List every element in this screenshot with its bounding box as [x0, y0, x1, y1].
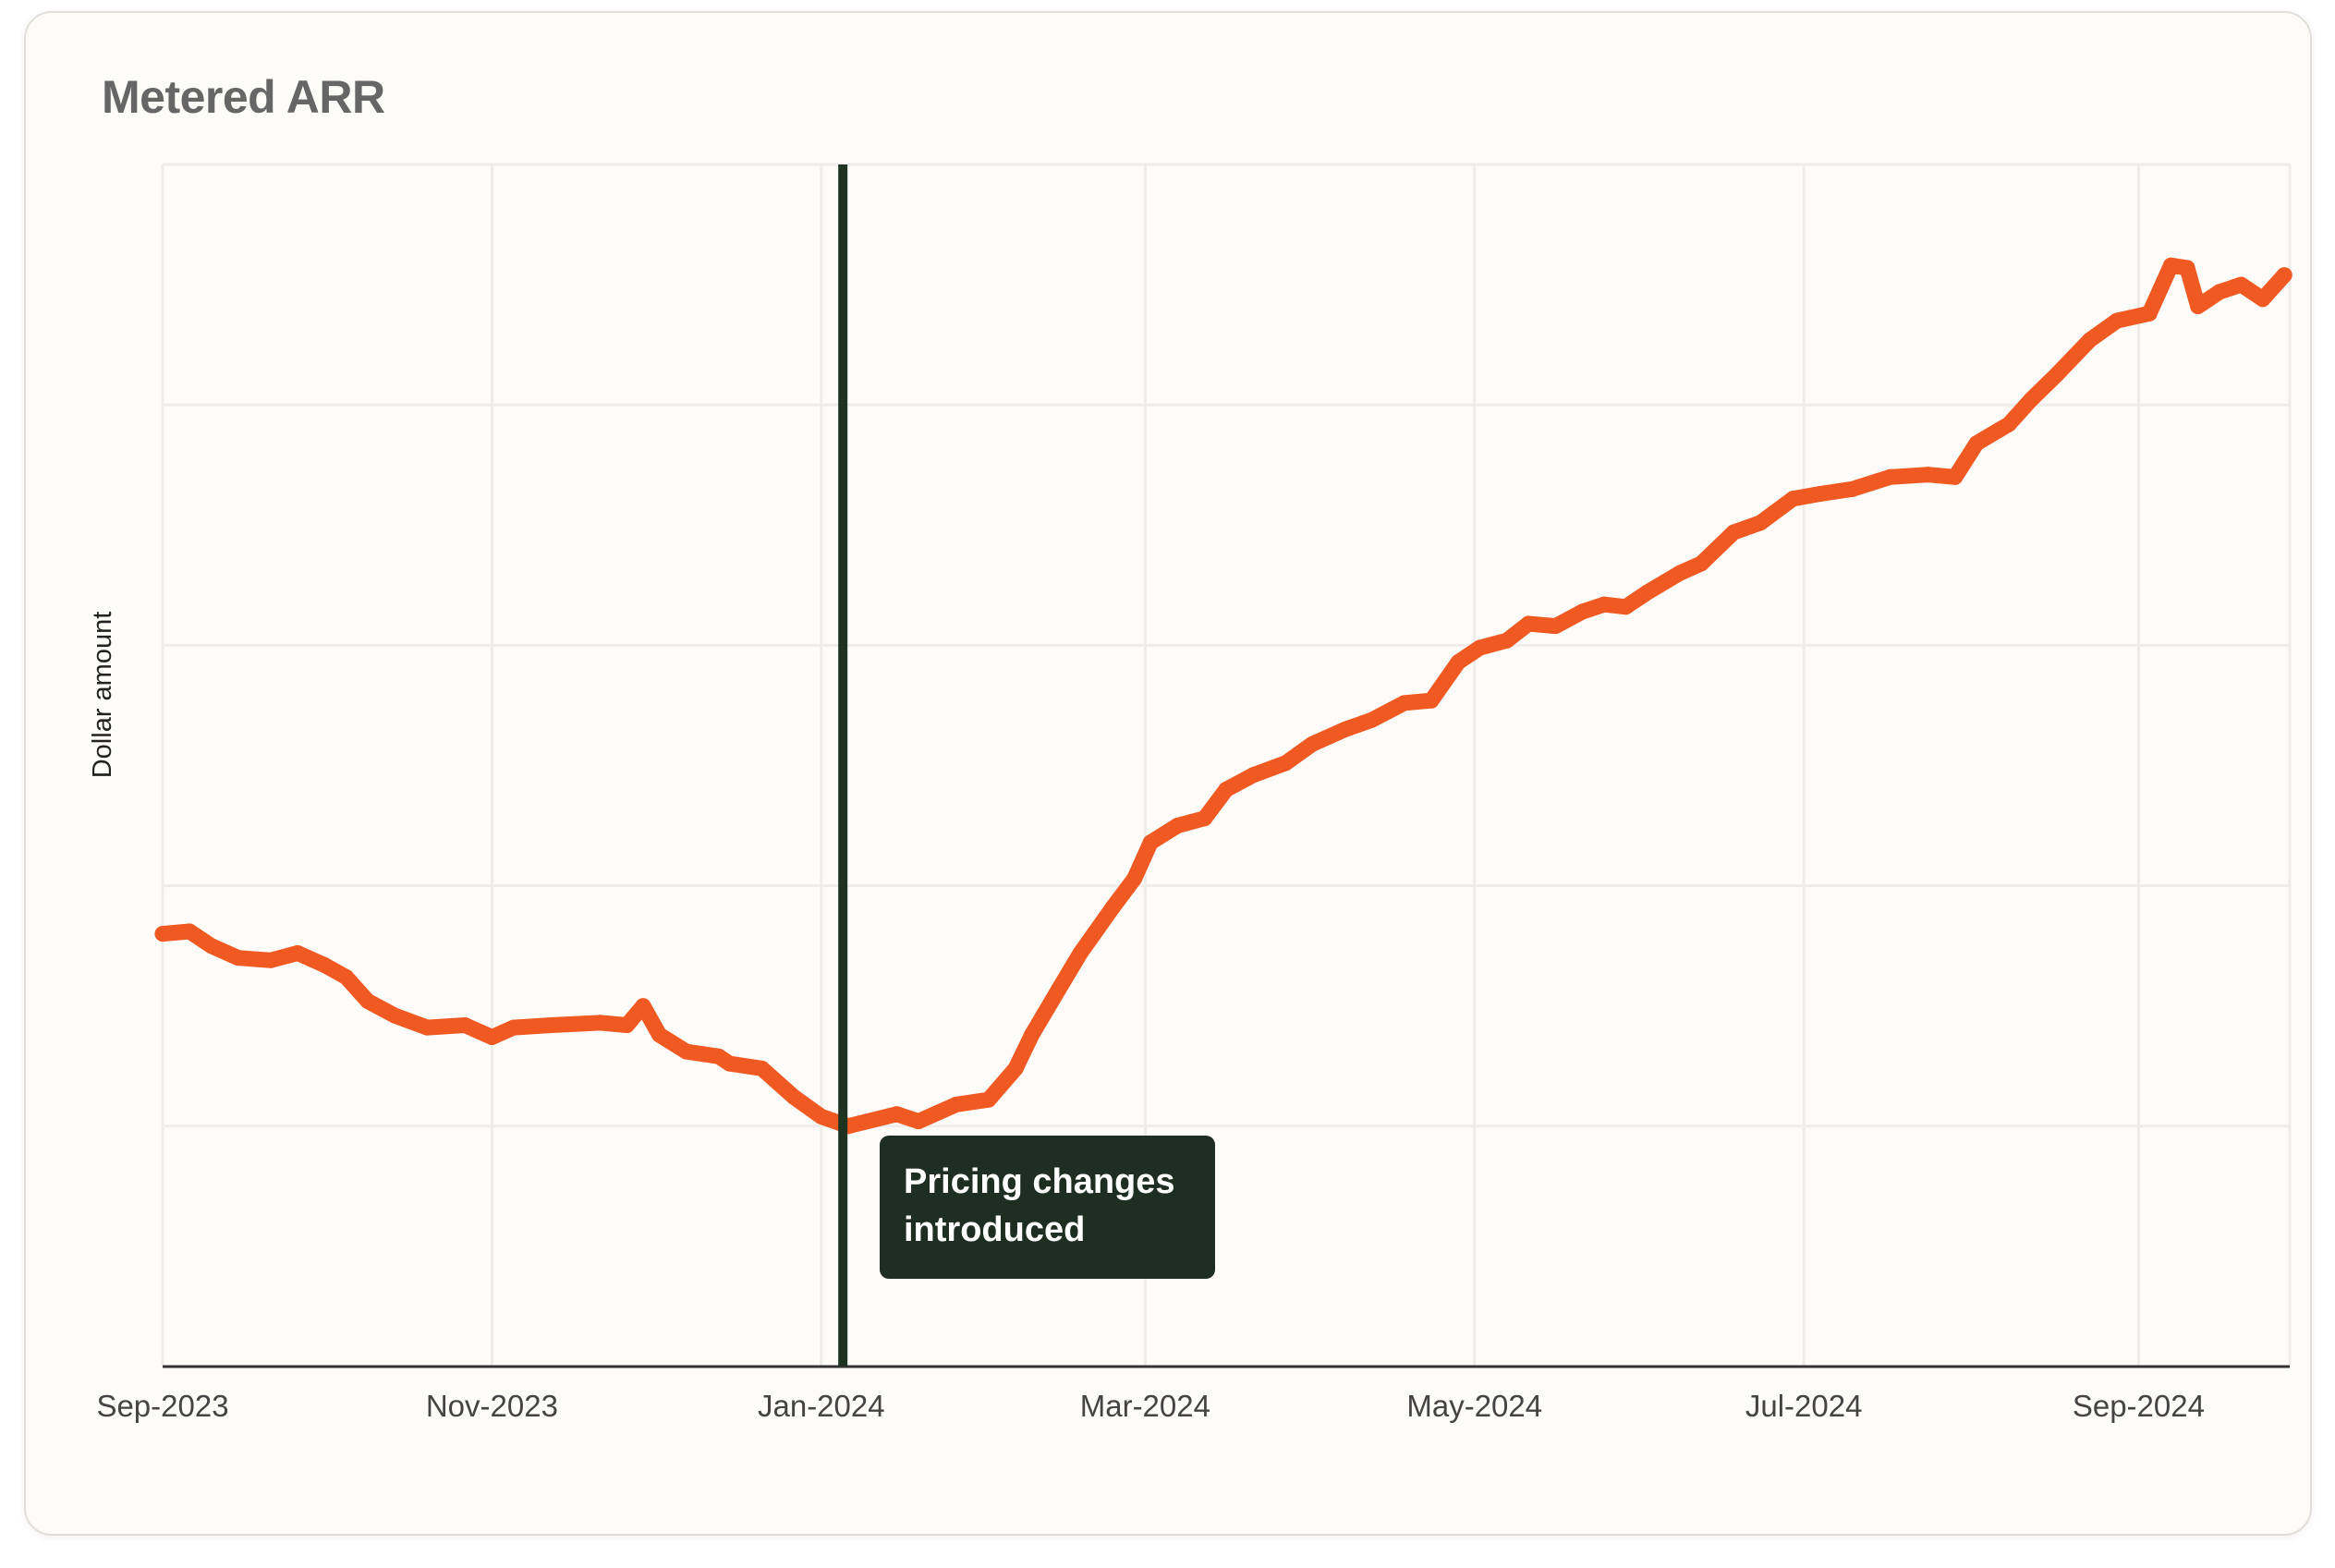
data-point [1882, 468, 1899, 485]
data-point [1844, 480, 1861, 497]
data-point [651, 1027, 668, 1043]
data-point [289, 944, 306, 961]
data-point [754, 1060, 771, 1076]
data-point [483, 1029, 500, 1046]
data-point [203, 938, 220, 954]
data-point [2276, 267, 2292, 284]
data-point [505, 1019, 522, 1036]
data-point [980, 1091, 997, 1108]
data-point [262, 952, 279, 968]
data-point [1617, 599, 1634, 615]
data-point [889, 1106, 906, 1123]
data-point [2232, 276, 2249, 293]
data-point [2179, 260, 2195, 276]
data-point [1142, 834, 1159, 851]
data-point [1672, 565, 1688, 581]
data-point [2001, 416, 2017, 432]
data-point [678, 1043, 695, 1060]
data-point [1784, 491, 1801, 507]
data-point [1920, 467, 1937, 483]
data-point [635, 998, 651, 1015]
data-point [230, 950, 247, 966]
x-axis-ticks: Sep-2023 Nov-2023 Jan-2024 Mar-2024 May-2024… [96, 1389, 2205, 1423]
data-point [618, 1017, 635, 1034]
data-point [2082, 332, 2098, 348]
x-tick-label: Jan-2024 [758, 1389, 885, 1423]
data-point [1072, 944, 1088, 961]
data-point [1218, 782, 1234, 798]
x-tick-label: Sep-2023 [96, 1389, 228, 1423]
annotation-text-line2: introduced [904, 1210, 1086, 1249]
data-point [1752, 515, 1769, 531]
data-point [2141, 305, 2158, 322]
annotation-text-line1: Pricing changes [904, 1162, 1175, 1201]
data-point [359, 992, 376, 1009]
series-line [154, 257, 2292, 1135]
x-tick-label: May-2024 [1406, 1389, 1542, 1423]
data-point [2255, 291, 2271, 308]
data-point [1169, 818, 1186, 834]
data-point [1947, 468, 1964, 485]
chart-card: Metered ARR [24, 11, 2312, 1536]
data-point [591, 1015, 608, 1031]
annotation-box: Pricing changes introduced [880, 1136, 1215, 1279]
data-point [1051, 980, 1067, 997]
data-point [1024, 1027, 1040, 1043]
data-point [386, 1007, 403, 1024]
series-points [154, 257, 2292, 1135]
x-tick-label: Jul-2024 [1745, 1389, 1863, 1423]
data-point [1520, 615, 1537, 632]
data-point [2211, 284, 2228, 300]
x-tick-label: Sep-2024 [2073, 1389, 2205, 1423]
data-point [1693, 555, 1709, 572]
data-point [1547, 618, 1563, 635]
data-point [1337, 721, 1354, 737]
data-point [316, 956, 333, 973]
data-point [1304, 735, 1320, 752]
data-point [543, 1017, 560, 1034]
gridlines [161, 163, 2292, 1368]
data-point [1472, 639, 1489, 656]
data-point [2190, 298, 2207, 315]
data-point [2049, 365, 2066, 382]
data-point [1245, 767, 1261, 784]
data-point [948, 1096, 965, 1112]
data-point [181, 923, 198, 940]
data-point [721, 1055, 737, 1072]
data-point [1639, 584, 1656, 601]
data-point [813, 1108, 830, 1124]
y-axis-label: Dollar amount [88, 612, 117, 779]
data-point [1197, 810, 1213, 827]
data-point [1364, 711, 1380, 728]
data-point [338, 968, 355, 985]
data-point [2109, 312, 2125, 329]
data-point [1596, 596, 1612, 613]
data-point [1450, 654, 1466, 671]
data-point [786, 1089, 803, 1106]
x-tick-label: Mar-2024 [1080, 1389, 1210, 1423]
data-point [2162, 257, 2179, 273]
x-tick-label: Nov-2023 [426, 1389, 558, 1423]
data-point [419, 1019, 435, 1036]
data-point [1968, 435, 1985, 452]
data-point [1007, 1060, 1024, 1076]
chart-title: Metered ARR [102, 71, 385, 123]
data-point [1499, 632, 1515, 649]
data-point [1423, 692, 1440, 709]
data-point [910, 1113, 927, 1130]
data-point [2023, 392, 2039, 408]
data-point [1396, 695, 1413, 711]
data-point [1575, 603, 1591, 620]
data-point [1277, 755, 1294, 772]
data-point [154, 926, 171, 942]
data-point [1104, 899, 1121, 916]
data-point [1126, 870, 1143, 887]
data-point [1812, 485, 1829, 502]
data-point [456, 1017, 473, 1034]
data-point [1725, 524, 1742, 541]
